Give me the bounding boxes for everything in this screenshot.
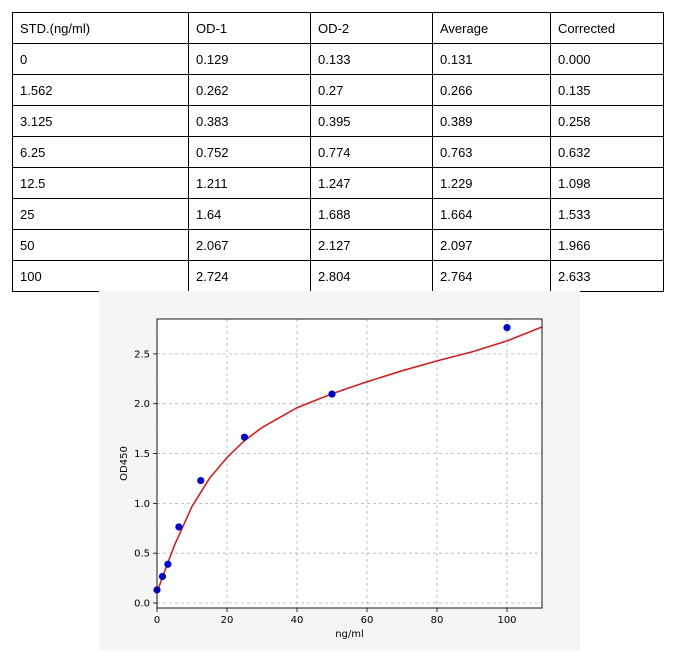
standard-curve-panel: 0 20 40 60 80 100 0.0 0.5 1.0 1.5 2.0 2.5 ng/ml OD450 bbox=[99, 291, 580, 650]
cell-od1: 2.067 bbox=[188, 229, 311, 261]
data-point bbox=[328, 390, 336, 398]
cell-average: 0.266 bbox=[432, 74, 551, 106]
data-point bbox=[240, 433, 249, 441]
standard-curve-chart: 0 20 40 60 80 100 0.0 0.5 1.0 1.5 2.0 2.5 ng/ml OD450 bbox=[119, 318, 543, 640]
standards-table: STD.(ng/ml) OD-1 OD-2 Average Corrected 0 0.12… bbox=[12, 12, 664, 292]
cell-corrected: 1.098 bbox=[550, 167, 664, 199]
cell-average: 2.764 bbox=[432, 260, 551, 292]
cell-average: 0.763 bbox=[432, 136, 551, 168]
cell-average: 1.664 bbox=[432, 198, 551, 230]
cell-od1: 0.383 bbox=[188, 105, 311, 137]
cell-corrected: 0.632 bbox=[550, 136, 664, 168]
cell-corrected: 0.258 bbox=[550, 105, 664, 137]
cell-od2: 2.127 bbox=[310, 229, 433, 261]
cell-average: 0.389 bbox=[432, 105, 551, 137]
cell-std: 100 bbox=[12, 260, 189, 292]
cell-std: 12.5 bbox=[12, 167, 189, 199]
cell-od1: 1.64 bbox=[188, 198, 311, 230]
x-axis-label: ng/ml bbox=[335, 629, 364, 640]
table-row: 25 1.64 1.688 1.664 1.533 bbox=[12, 198, 664, 230]
data-point bbox=[175, 523, 183, 531]
column-header-std: STD.(ng/ml) bbox=[12, 12, 189, 44]
data-point bbox=[503, 323, 511, 332]
x-tick-label: 80 bbox=[431, 615, 444, 626]
x-tick-label: 0 bbox=[154, 615, 160, 626]
cell-std: 50 bbox=[12, 229, 189, 261]
cell-corrected: 0.135 bbox=[550, 74, 664, 106]
y-tick-label: 0.5 bbox=[134, 549, 150, 560]
cell-od2: 0.27 bbox=[310, 74, 433, 106]
cell-od1: 0.129 bbox=[188, 43, 311, 75]
cell-od2: 1.247 bbox=[310, 167, 433, 199]
y-tick-label: 1.0 bbox=[134, 499, 150, 510]
x-tick-label: 40 bbox=[291, 615, 304, 626]
data-point bbox=[197, 476, 205, 485]
table-row: 6.25 0.752 0.774 0.763 0.632 bbox=[12, 136, 664, 168]
cell-od1: 0.752 bbox=[188, 136, 311, 168]
column-header-od1: OD-1 bbox=[188, 12, 311, 44]
y-tick-label: 0.0 bbox=[134, 599, 150, 610]
plot-frame bbox=[156, 318, 543, 609]
table-row: 1.562 0.262 0.27 0.266 0.135 bbox=[12, 74, 664, 106]
data-point bbox=[164, 560, 172, 568]
cell-od1: 1.211 bbox=[188, 167, 311, 199]
y-tick-label: 2.0 bbox=[134, 399, 150, 410]
cell-od1: 0.262 bbox=[188, 74, 311, 106]
table-header-row: STD.(ng/ml) OD-1 OD-2 Average Corrected bbox=[12, 12, 664, 44]
cell-od2: 0.395 bbox=[310, 105, 433, 137]
y-tick-label: 2.5 bbox=[134, 349, 150, 360]
x-tick-label: 100 bbox=[497, 615, 516, 626]
cell-std: 6.25 bbox=[12, 136, 189, 168]
cell-std: 3.125 bbox=[12, 105, 189, 137]
cell-corrected: 0.000 bbox=[550, 43, 664, 75]
fit-curve bbox=[156, 326, 543, 593]
column-header-od2: OD-2 bbox=[310, 12, 433, 44]
cell-corrected: 1.533 bbox=[550, 198, 664, 230]
column-header-corrected: Corrected bbox=[550, 12, 664, 44]
cell-od1: 2.724 bbox=[188, 260, 311, 292]
cell-average: 2.097 bbox=[432, 229, 551, 261]
cell-std: 0 bbox=[12, 43, 189, 75]
cell-std: 25 bbox=[12, 198, 189, 230]
data-point bbox=[158, 572, 167, 581]
cell-average: 0.131 bbox=[432, 43, 551, 75]
x-tick-label: 20 bbox=[221, 615, 234, 626]
cell-od2: 0.774 bbox=[310, 136, 433, 168]
table-row: 100 2.724 2.804 2.764 2.633 bbox=[12, 260, 664, 292]
cell-corrected: 1.966 bbox=[550, 229, 664, 261]
cell-od2: 0.133 bbox=[310, 43, 433, 75]
table-row: 3.125 0.383 0.395 0.389 0.258 bbox=[12, 105, 664, 137]
table-row: 12.5 1.211 1.247 1.229 1.098 bbox=[12, 167, 664, 199]
table-row: 0 0.129 0.133 0.131 0.000 bbox=[12, 43, 664, 75]
table-row: 50 2.067 2.127 2.097 1.966 bbox=[12, 229, 664, 261]
cell-od2: 2.804 bbox=[310, 260, 433, 292]
cell-od2: 1.688 bbox=[310, 198, 433, 230]
cell-corrected: 2.633 bbox=[550, 260, 664, 292]
cell-average: 1.229 bbox=[432, 167, 551, 199]
y-axis-label: OD450 bbox=[119, 446, 130, 481]
plot-area bbox=[157, 319, 542, 608]
cell-std: 1.562 bbox=[12, 74, 189, 106]
y-tick-label: 1.5 bbox=[134, 449, 150, 460]
x-tick-label: 60 bbox=[361, 615, 374, 626]
column-header-average: Average bbox=[432, 12, 551, 44]
